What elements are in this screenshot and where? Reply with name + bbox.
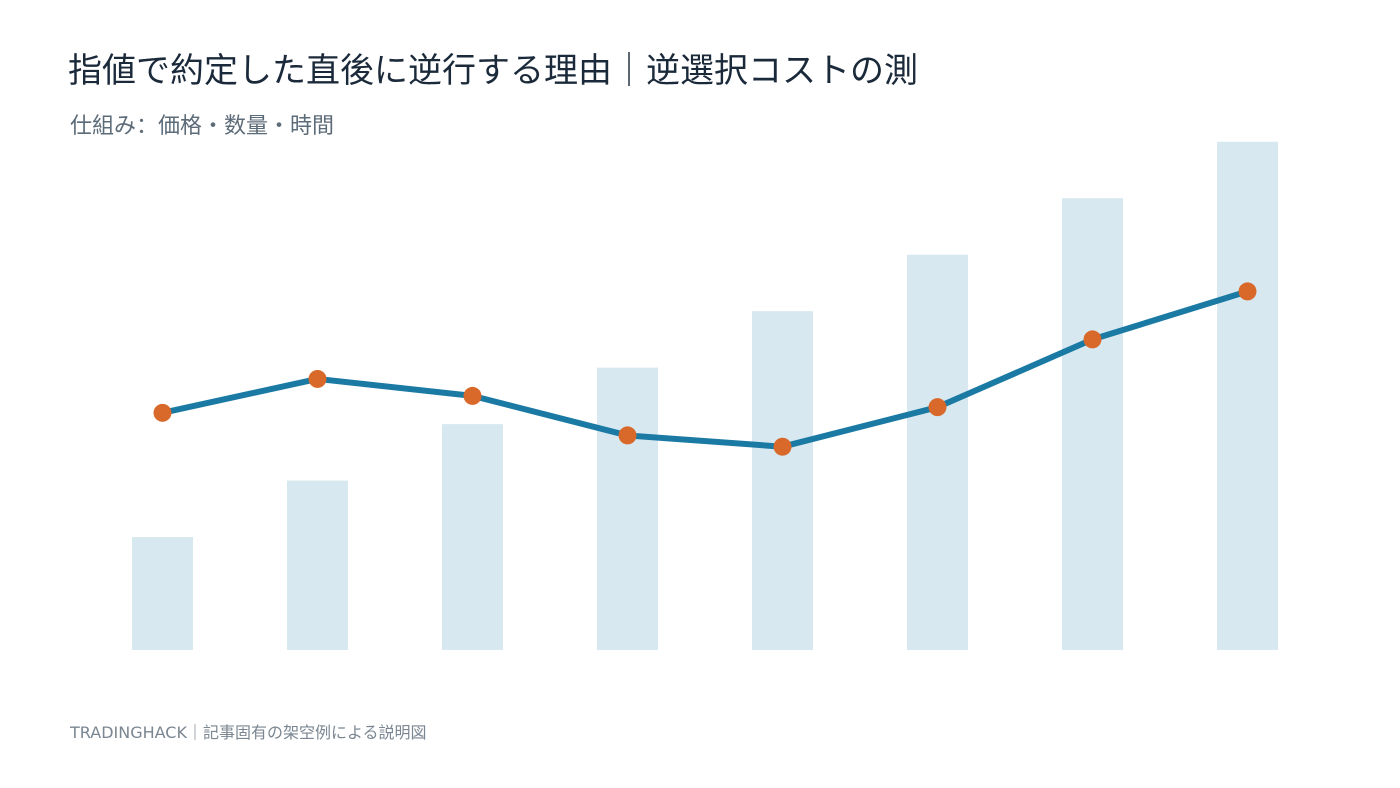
bar-8 bbox=[1217, 141, 1278, 650]
bar-1 bbox=[132, 537, 193, 650]
chart-subtitle: 仕組み：価格・数量・時間 bbox=[70, 114, 335, 139]
line-point-6 bbox=[928, 398, 947, 417]
bar-6 bbox=[907, 254, 968, 651]
source-footer: TRADINGHACK｜記事固有の架空例による説明図 bbox=[70, 723, 427, 742]
line-point-5 bbox=[773, 437, 792, 456]
line-point-7 bbox=[1083, 330, 1102, 349]
bar-7 bbox=[1062, 198, 1123, 650]
chart-title: 指値で約定した直後に逆行する理由｜逆選択コストの測 bbox=[68, 51, 918, 91]
bar-3 bbox=[442, 424, 503, 650]
bar-5 bbox=[752, 311, 813, 650]
bar-4 bbox=[597, 367, 658, 650]
bar-series bbox=[132, 141, 1278, 651]
line-markers bbox=[153, 282, 1257, 456]
line-series bbox=[159, 288, 1251, 450]
line-point-1 bbox=[153, 403, 172, 422]
line-point-8 bbox=[1238, 282, 1257, 301]
line-point-2 bbox=[308, 369, 327, 388]
line-point-3 bbox=[463, 386, 482, 405]
line-point-4 bbox=[618, 426, 637, 445]
bar-2 bbox=[287, 480, 348, 650]
trend-line bbox=[159, 288, 1251, 450]
